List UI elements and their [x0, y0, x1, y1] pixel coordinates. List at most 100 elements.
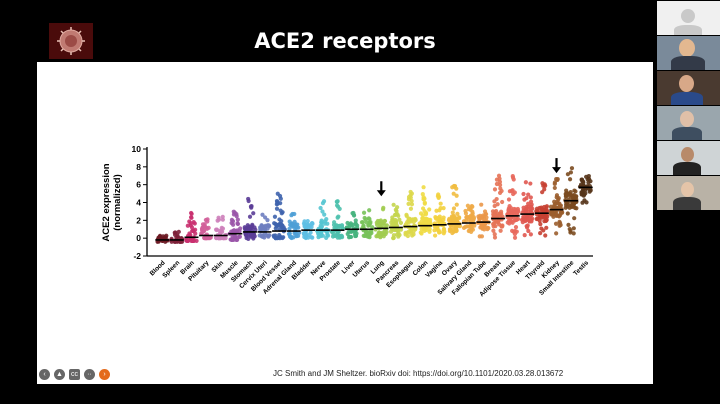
data-point-cervix-uteri — [263, 224, 268, 229]
data-point-heart — [526, 201, 531, 206]
data-point-thyroid — [539, 208, 544, 213]
data-point-small-intestine — [566, 222, 571, 227]
data-point-thyroid — [544, 204, 549, 209]
data-point-pancreas — [390, 215, 395, 220]
data-point-heart — [525, 225, 530, 230]
data-point-prostate — [331, 222, 337, 227]
data-point-breast — [492, 235, 498, 240]
data-point-heart — [528, 181, 533, 186]
data-point-esophagus — [409, 191, 414, 196]
data-point-nerve — [322, 221, 328, 226]
data-point-colon — [422, 200, 427, 205]
data-point-adrenal-gland — [287, 219, 292, 224]
data-point-stomach — [250, 222, 255, 227]
participant-video-tile[interactable] — [657, 141, 720, 175]
data-point-adrenal-gland — [293, 231, 299, 236]
data-point-ovary — [454, 202, 459, 207]
data-point-fallopian-tube — [479, 202, 484, 207]
data-point-muscle — [229, 237, 234, 243]
data-point-uterus — [363, 217, 368, 222]
data-point-uterus — [366, 233, 371, 238]
data-point-adrenal-gland — [289, 235, 294, 240]
data-point-brain — [185, 223, 190, 228]
y-tick-label: 8 — [136, 162, 141, 172]
data-point-cervix-uteri — [265, 218, 270, 223]
data-point-liver — [354, 231, 359, 236]
data-point-pancreas — [391, 202, 396, 207]
data-point-heart — [521, 191, 526, 197]
data-point-adrenal-gland — [290, 224, 295, 229]
data-point-liver — [348, 229, 354, 234]
data-point-breast — [498, 228, 503, 233]
data-point-blood-vessel — [273, 236, 278, 241]
participant-video-tile[interactable] — [657, 36, 720, 70]
data-point-colon — [422, 208, 427, 214]
data-point-uterus — [363, 230, 369, 235]
data-point-pancreas — [392, 212, 398, 218]
participant-video-tile[interactable] — [657, 176, 720, 210]
avatar — [680, 111, 694, 127]
data-point-uterus — [359, 220, 365, 225]
data-point-skin — [221, 236, 226, 241]
participant-video-tile[interactable] — [657, 71, 720, 105]
data-point-bladder — [305, 218, 310, 224]
data-point-stomach — [246, 198, 251, 204]
data-point-brain — [185, 238, 190, 243]
data-point-blood-vessel — [277, 193, 283, 199]
data-point-testis — [582, 198, 587, 203]
pointer-button[interactable]: ▲ — [54, 369, 65, 380]
data-point-muscle — [234, 211, 239, 217]
data-point-blood-vessel — [280, 235, 285, 241]
data-point-pancreas — [388, 229, 394, 234]
data-point-colon — [423, 221, 428, 226]
data-point-heart — [523, 208, 529, 213]
data-point-muscle — [234, 237, 239, 243]
data-point-brain — [189, 225, 195, 230]
data-point-prostate — [334, 199, 340, 204]
participant-video-tile[interactable] — [657, 106, 720, 140]
participant-video-tile[interactable] — [657, 1, 720, 35]
data-point-stomach — [246, 236, 251, 242]
data-point-lung — [380, 207, 386, 212]
data-point-blood — [156, 235, 161, 240]
data-point-adipose-tissue — [505, 220, 510, 225]
presentation-slide: ACE2 receptors -2 0 2 4 6 8 10 ACE2 expression(… — [37, 22, 653, 384]
data-point-uterus — [370, 225, 375, 230]
data-point-esophagus — [409, 217, 415, 222]
data-point-nerve — [322, 212, 327, 217]
data-point-blood-vessel — [277, 233, 282, 238]
data-point-small-intestine — [564, 188, 569, 193]
data-point-adipose-tissue — [510, 228, 515, 233]
data-point-blood-vessel — [274, 206, 280, 211]
data-point-blood-vessel — [275, 200, 280, 205]
data-point-skin — [214, 227, 219, 233]
y-tick-label: 4 — [136, 198, 141, 208]
data-point-vagina — [436, 230, 442, 235]
data-point-adrenal-gland — [292, 219, 297, 225]
data-point-blood-vessel — [272, 214, 278, 219]
data-point-stomach — [249, 205, 254, 210]
previous-slide-button[interactable]: ‹ — [39, 369, 50, 380]
subtitles-button[interactable]: cc — [69, 369, 80, 380]
data-point-thyroid — [543, 214, 548, 219]
data-point-fallopian-tube — [482, 227, 487, 232]
data-point-muscle — [234, 229, 239, 234]
data-point-prostate — [334, 203, 340, 208]
menu-button[interactable]: ·· — [84, 369, 95, 380]
data-point-bladder — [301, 221, 307, 226]
data-point-esophagus — [406, 201, 411, 206]
data-point-bladder — [306, 235, 311, 240]
data-point-vagina — [434, 216, 439, 221]
y-tick-label: -2 — [133, 251, 141, 261]
data-point-heart — [528, 216, 533, 221]
next-slide-button[interactable]: › — [99, 369, 110, 380]
avatar — [681, 182, 694, 197]
y-axis-label: (normalized) — [112, 174, 123, 230]
data-point-pituitary — [205, 219, 210, 224]
data-point-colon — [428, 217, 433, 222]
data-point-brain — [192, 221, 197, 226]
data-point-stomach — [251, 236, 256, 241]
data-point-salivary-gland — [466, 228, 471, 234]
data-point-nerve — [324, 217, 329, 222]
data-point-prostate — [339, 235, 345, 240]
